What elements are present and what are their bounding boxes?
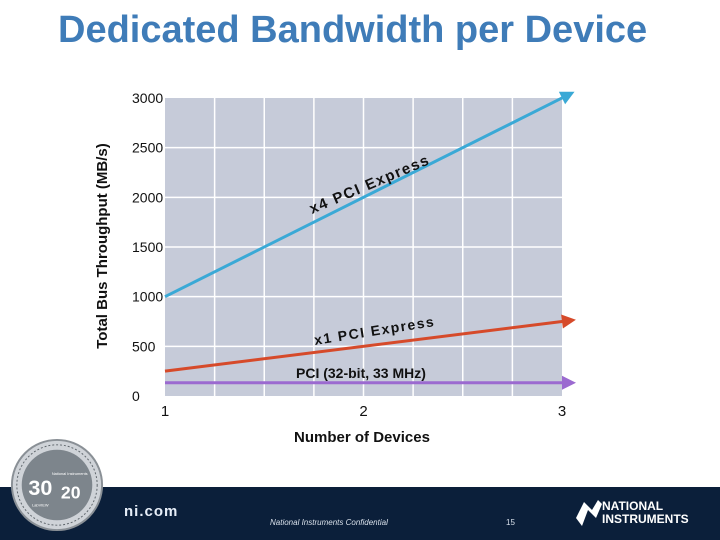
- brand-line-1: NATIONAL: [602, 499, 664, 513]
- footer-bar: [0, 487, 720, 540]
- x-tick-labels: 1 2 3: [161, 403, 566, 420]
- series-line-1: [164, 319, 567, 373]
- y-axis-label: Total Bus Throughput (MB/s): [94, 143, 111, 349]
- site-url: ni.com: [124, 503, 179, 520]
- x-tick-label: 2: [359, 403, 367, 420]
- seal-text-right: National Instruments: [52, 471, 88, 476]
- y-tick-label: 2500: [132, 140, 163, 156]
- y-tick-label: 3000: [132, 90, 163, 106]
- y-tick-label: 2000: [132, 189, 163, 205]
- confidential-note: National Instruments Confidential: [270, 518, 388, 527]
- anniversary-seal-icon: 30 20 National Instruments LabVIEW: [10, 438, 104, 532]
- series-line-0: [164, 94, 567, 299]
- series-arrow-1: [561, 314, 576, 329]
- y-tick-labels: 0 500 1000 1500 2000 2500 3000: [132, 90, 163, 404]
- seal-number-right: 20: [61, 483, 81, 503]
- seal-text-left: LabVIEW: [32, 503, 49, 508]
- page-number: 15: [506, 518, 515, 527]
- series-arrow-2: [562, 375, 576, 390]
- x-tick-label: 3: [558, 403, 566, 420]
- series-label-pci: PCI (32-bit, 33 MHz): [296, 365, 426, 381]
- y-tick-label: 0: [132, 388, 140, 404]
- series-lines: [164, 91, 576, 390]
- y-tick-label: 500: [132, 338, 156, 354]
- brand-line-2: INSTRUMENTS: [602, 512, 689, 526]
- x-tick-label: 1: [161, 403, 169, 420]
- series-arrow-0: [558, 91, 575, 105]
- slide-title: Dedicated Bandwidth per Device: [58, 9, 648, 51]
- y-tick-label: 1500: [132, 239, 163, 255]
- x-axis-label: Number of Devices: [294, 429, 430, 446]
- seal-number-left: 30: [28, 475, 52, 500]
- y-tick-label: 1000: [132, 289, 163, 305]
- national-instruments-logo-icon: [576, 500, 602, 526]
- brand-wordmark: NATIONAL INSTRUMENTS: [602, 500, 689, 526]
